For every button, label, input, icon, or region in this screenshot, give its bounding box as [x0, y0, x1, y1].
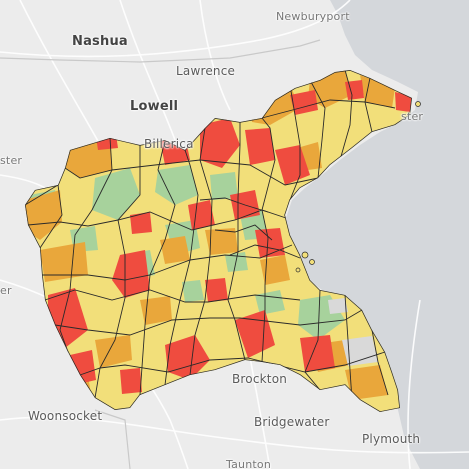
state-border	[0, 39, 321, 469]
label-lawrence: Lawrence	[176, 64, 236, 78]
ocean	[286, 0, 469, 469]
label-coast-fragment: ster	[401, 110, 424, 123]
label-brockton: Brockton	[232, 372, 288, 386]
class-red-areas	[48, 80, 412, 394]
label-newburyport: Newburyport	[276, 10, 350, 23]
label-plymouth: Plymouth	[362, 432, 421, 446]
label-worcester-fragment: ster	[0, 154, 23, 167]
class-orange-areas	[25, 70, 395, 404]
label-woonsocket: Woonsocket	[28, 409, 103, 423]
label-leominster-fragment: er	[0, 284, 12, 297]
label-lowell: Lowell	[130, 99, 179, 114]
metro-outline	[25, 70, 412, 412]
label-taunton: Taunton	[226, 458, 271, 469]
label-bridgewater: Bridgewater	[254, 415, 330, 429]
town-boundaries	[25, 70, 396, 401]
label-nashua: Nashua	[72, 34, 128, 49]
harbor-islands	[295, 101, 421, 273]
label-billerica: Billerica	[144, 137, 194, 151]
class-gray-areas	[328, 298, 378, 366]
